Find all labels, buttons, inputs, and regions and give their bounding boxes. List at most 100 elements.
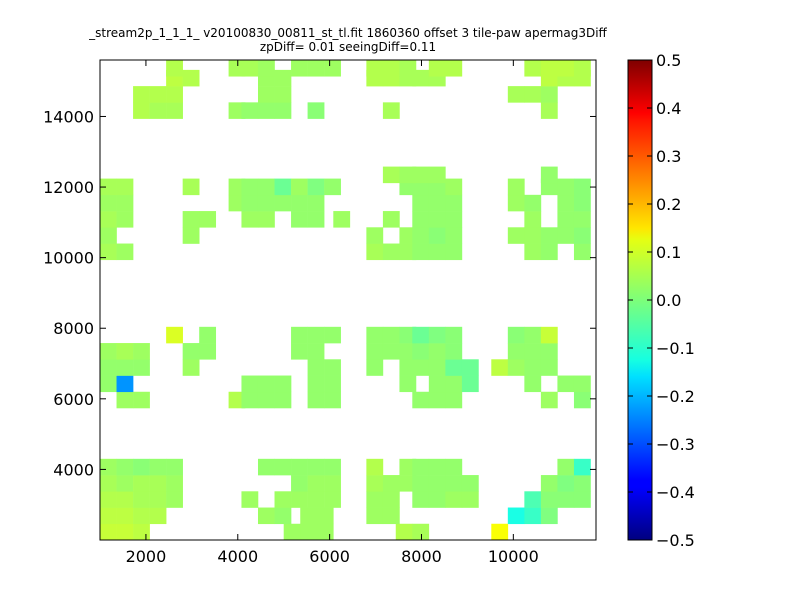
heatmap-cell (324, 178, 341, 196)
heatmap-cell (291, 60, 308, 77)
heatmap-cell (133, 458, 150, 476)
heatmap-cell (382, 211, 400, 228)
heatmap-cell (241, 391, 259, 409)
heatmap-cell (524, 491, 542, 508)
heatmap-cell (557, 194, 575, 212)
y-tick-label: 6000 (53, 390, 94, 409)
x-tick-label: 10000 (488, 547, 539, 566)
heatmap-cell (100, 475, 117, 492)
heatmap-cell (412, 343, 430, 360)
heatmap-cell (445, 343, 463, 360)
x-tick-label: 4000 (217, 547, 258, 566)
heatmap-cell (100, 227, 117, 244)
heatmap-cell (461, 475, 479, 492)
heatmap-cell (182, 359, 200, 376)
heatmap-cell (524, 86, 542, 103)
heatmap-cell (399, 326, 417, 344)
heatmap-cell (116, 359, 134, 376)
heatmap-cell (428, 194, 446, 212)
heatmap-cell (274, 69, 292, 87)
heatmap-cell (116, 458, 134, 476)
heatmap-cell (399, 375, 417, 393)
heatmap-cell (412, 194, 430, 212)
heatmap-cell (116, 507, 134, 525)
heatmap-cell (100, 243, 117, 261)
heatmap-cell (540, 166, 558, 184)
heatmap-cell (366, 458, 384, 476)
heatmap-cell (324, 475, 341, 492)
x-tick-label: 2000 (126, 547, 167, 566)
heatmap-cell (573, 243, 591, 261)
heatmap-cell (100, 194, 117, 212)
heatmap-cell (399, 359, 417, 376)
heatmap-cell (166, 458, 183, 476)
chart-subtitle: zpDiff= 0.01 seeingDiff=0.11 (259, 40, 437, 54)
heatmap-cell (507, 178, 525, 196)
y-tick-label: 12000 (43, 178, 94, 197)
heatmap-cell (445, 243, 463, 261)
heatmap-cell (182, 69, 200, 87)
heatmap-cell (428, 227, 446, 244)
heatmap-cell (428, 359, 446, 376)
heatmap-cell (300, 523, 318, 541)
heatmap-cell (382, 475, 400, 492)
heatmap-cell (507, 507, 525, 525)
heatmap-cell (382, 326, 400, 344)
heatmap-cell (557, 458, 575, 476)
colorbar-tick-label: 0.3 (656, 147, 681, 166)
heatmap-cell (257, 458, 275, 476)
heatmap-cell (241, 491, 259, 508)
heatmap-cell (540, 86, 558, 103)
heatmap-cell (428, 326, 446, 344)
heatmap-cell (149, 507, 167, 525)
heatmap-cell (274, 375, 292, 393)
heatmap-cell (199, 326, 217, 344)
heatmap-cell (324, 375, 341, 393)
heatmap-cell (116, 375, 134, 393)
heatmap-cell (428, 60, 446, 77)
colorbar-tick-label: −0.1 (656, 339, 695, 358)
heatmap-cell (182, 178, 200, 196)
heatmap-cell (573, 391, 591, 409)
heatmap-cell (149, 86, 167, 103)
heatmap-cell (557, 60, 575, 77)
heatmap-cell (573, 211, 591, 228)
heatmap-cell (100, 359, 117, 376)
axis-ticks: 2000 4000 6000 8000 10000 4000 6000 8000 10000 12… (43, 60, 596, 566)
heatmap-cell (291, 458, 308, 476)
heatmap-cell (307, 102, 325, 119)
heatmap-cell (257, 60, 275, 77)
heatmap-cell (573, 194, 591, 212)
heatmap-cell (241, 60, 259, 77)
colorbar-tick-label: −0.3 (656, 435, 695, 454)
heatmap-cell (182, 343, 200, 360)
heatmap-cell (428, 375, 446, 393)
heatmap-cell (291, 343, 308, 360)
heatmap-cell (412, 326, 430, 344)
heatmap-cell (166, 491, 183, 508)
heatmap-cell (507, 326, 525, 344)
heatmap-cell (540, 227, 558, 244)
heatmap-cell (445, 227, 463, 244)
heatmap-cell (540, 60, 558, 77)
heatmap-cell (524, 227, 542, 244)
heatmap-cell (382, 343, 400, 360)
heatmap-cell (116, 211, 134, 228)
heatmap-cell (399, 475, 417, 492)
colorbar-tick-label: −0.4 (656, 483, 695, 502)
colorbar-tick-label: 0.0 (656, 291, 681, 310)
heatmap-cell (412, 211, 430, 228)
heatmap-cell (182, 227, 200, 244)
heatmap-cell (274, 178, 292, 196)
heatmap-cell (557, 178, 575, 196)
y-tick-label: 4000 (53, 460, 94, 479)
heatmap-cell (257, 507, 275, 525)
heatmap-cell (445, 359, 463, 376)
heatmap-cell (307, 475, 325, 492)
heatmap-cell (399, 166, 417, 184)
heatmap-cell (324, 391, 341, 409)
heatmap-cell (412, 491, 430, 508)
heatmap-cell (412, 69, 430, 87)
heatmap-cell (366, 227, 384, 244)
